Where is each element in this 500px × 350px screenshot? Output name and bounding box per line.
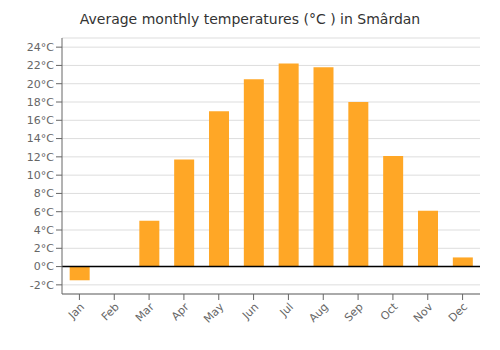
svg-text:14°C: 14°C	[27, 132, 54, 145]
svg-text:Feb: Feb	[99, 300, 122, 323]
svg-text:2°C: 2°C	[34, 242, 54, 255]
svg-text:22°C: 22°C	[27, 59, 54, 72]
svg-text:Apr: Apr	[169, 300, 192, 323]
svg-text:Mar: Mar	[133, 300, 157, 324]
svg-text:Dec: Dec	[446, 300, 470, 324]
svg-text:20°C: 20°C	[27, 78, 54, 91]
svg-text:6°C: 6°C	[34, 206, 54, 219]
svg-text:10°C: 10°C	[27, 169, 54, 182]
svg-text:4°C: 4°C	[34, 224, 54, 237]
svg-text:18°C: 18°C	[27, 96, 54, 109]
svg-text:Sep: Sep	[342, 300, 366, 324]
svg-text:8°C: 8°C	[34, 187, 54, 200]
svg-text:May: May	[201, 300, 227, 326]
svg-text:24°C: 24°C	[27, 41, 54, 54]
svg-text:Jul: Jul	[277, 300, 296, 319]
svg-text:Nov: Nov	[411, 300, 436, 325]
svg-text:-2°C: -2°C	[30, 279, 54, 292]
svg-text:Oct: Oct	[378, 300, 401, 323]
svg-text:Jan: Jan	[65, 300, 87, 322]
svg-text:12°C: 12°C	[27, 151, 54, 164]
svg-text:16°C: 16°C	[27, 114, 54, 127]
svg-text:0°C: 0°C	[34, 260, 54, 273]
svg-text:Jun: Jun	[239, 300, 261, 322]
svg-text:Aug: Aug	[307, 300, 331, 324]
html-text:Average monthly temperatures (: Average monthly temperatures (°C ) in Sm…	[79, 11, 421, 27]
